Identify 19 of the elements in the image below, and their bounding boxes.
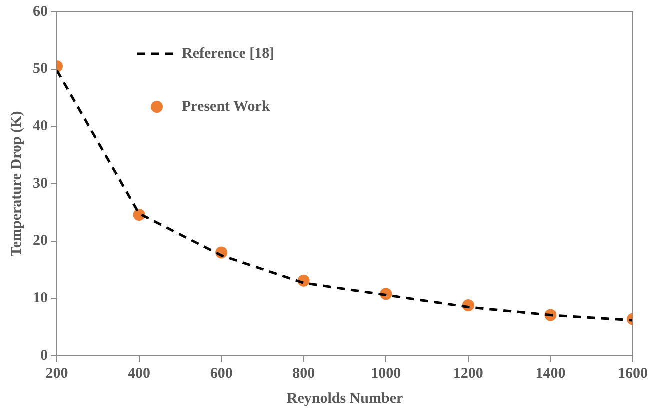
y-tick-label: 30 xyxy=(33,176,48,192)
x-tick-label: 400 xyxy=(128,366,151,382)
y-tick-label: 0 xyxy=(40,348,48,364)
x-tick-label: 800 xyxy=(292,366,316,382)
y-tick-label: 40 xyxy=(33,118,48,135)
y-tick-label: 20 xyxy=(33,233,48,250)
y-axis-title: Temperature Drop (K) xyxy=(8,111,25,257)
x-tick-label: 600 xyxy=(210,366,233,382)
x-tick-label: 1200 xyxy=(453,366,484,382)
y-tick-label: 60 xyxy=(33,4,48,20)
legend-label: Reference [18] xyxy=(182,46,275,62)
x-tick-label: 200 xyxy=(46,366,68,382)
x-tick-label: 1000 xyxy=(371,366,402,382)
legend-label: Present Work xyxy=(182,98,271,115)
x-axis-title: Reynolds Number xyxy=(286,390,404,407)
y-tick-label: 10 xyxy=(33,290,48,307)
x-tick-label: 1600 xyxy=(618,366,648,382)
y-tick-label: 50 xyxy=(33,61,48,78)
x-tick-label: 1400 xyxy=(536,366,566,382)
